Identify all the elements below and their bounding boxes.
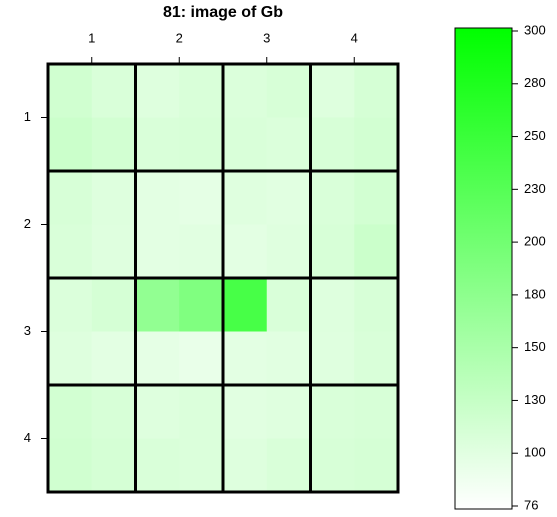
cell	[91, 64, 136, 118]
colorbar-tick-label: 180	[524, 286, 546, 301]
cell	[310, 224, 355, 279]
chart-title: 81: image of Gb	[163, 4, 283, 21]
cell	[266, 171, 311, 225]
cell	[91, 117, 136, 172]
y-tick-label: 3	[24, 323, 31, 338]
cell	[310, 438, 355, 493]
cell	[223, 385, 268, 439]
cell	[266, 331, 311, 386]
cell	[266, 438, 311, 493]
cell	[354, 278, 399, 332]
colorbar-tick-label: 300	[524, 22, 546, 37]
cell	[354, 385, 399, 439]
x-tick-label: 4	[351, 30, 358, 45]
cell	[179, 117, 224, 172]
colorbar-tick-label: 76	[524, 497, 538, 512]
x-tick-label: 2	[176, 30, 183, 45]
cell	[48, 64, 93, 118]
cell	[91, 171, 136, 225]
cell	[354, 171, 399, 225]
cell	[135, 385, 180, 439]
colorbar-tick-label: 150	[524, 339, 546, 354]
cell	[310, 331, 355, 386]
cell	[135, 117, 180, 172]
cell	[310, 278, 355, 332]
cell	[266, 64, 311, 118]
cell	[48, 117, 93, 172]
cell	[179, 438, 224, 493]
cell	[354, 117, 399, 172]
cell	[48, 224, 93, 279]
colorbar-tick-label: 130	[524, 392, 546, 407]
cell	[48, 278, 93, 332]
cell	[354, 438, 399, 493]
cell	[48, 331, 93, 386]
cell	[179, 331, 224, 386]
cell	[135, 224, 180, 279]
cell	[266, 278, 311, 332]
cell	[310, 117, 355, 172]
cell	[91, 224, 136, 279]
y-tick-label: 2	[24, 216, 31, 231]
cell	[48, 438, 93, 493]
cell	[135, 171, 180, 225]
plot-frame	[46, 62, 400, 494]
y-tick-label: 4	[24, 430, 31, 445]
cell	[223, 331, 268, 386]
cell	[310, 64, 355, 118]
cell	[91, 385, 136, 439]
cell	[354, 64, 399, 118]
cell	[223, 278, 268, 332]
cell	[179, 224, 224, 279]
cell	[91, 331, 136, 386]
colorbar-tick-label: 100	[524, 445, 546, 460]
heatmap	[48, 64, 399, 493]
cell	[179, 278, 224, 332]
cell	[266, 385, 311, 439]
cell	[135, 278, 180, 332]
cell	[48, 385, 93, 439]
cell	[354, 331, 399, 386]
cell	[223, 224, 268, 279]
cell	[179, 64, 224, 118]
cell	[223, 438, 268, 493]
cell	[354, 224, 399, 279]
cell	[266, 117, 311, 172]
colorbar-tick-label: 250	[524, 128, 546, 143]
cell	[179, 385, 224, 439]
cell	[91, 438, 136, 493]
cell	[266, 224, 311, 279]
y-tick-label: 1	[24, 109, 31, 124]
cell	[135, 331, 180, 386]
colorbar-tick-label: 230	[524, 181, 546, 196]
colorbar-tick-label: 280	[524, 75, 546, 90]
colorbar-tick-label: 200	[524, 234, 546, 249]
colorbar	[454, 27, 513, 510]
cell	[179, 171, 224, 225]
cell	[223, 117, 268, 172]
cell	[135, 438, 180, 493]
cell	[310, 171, 355, 225]
cell	[223, 64, 268, 118]
x-tick-label: 1	[88, 30, 95, 45]
cell	[310, 385, 355, 439]
cell	[135, 64, 180, 118]
cell	[223, 171, 268, 225]
x-tick-label: 3	[263, 30, 270, 45]
cell	[91, 278, 136, 332]
cell	[48, 171, 93, 225]
